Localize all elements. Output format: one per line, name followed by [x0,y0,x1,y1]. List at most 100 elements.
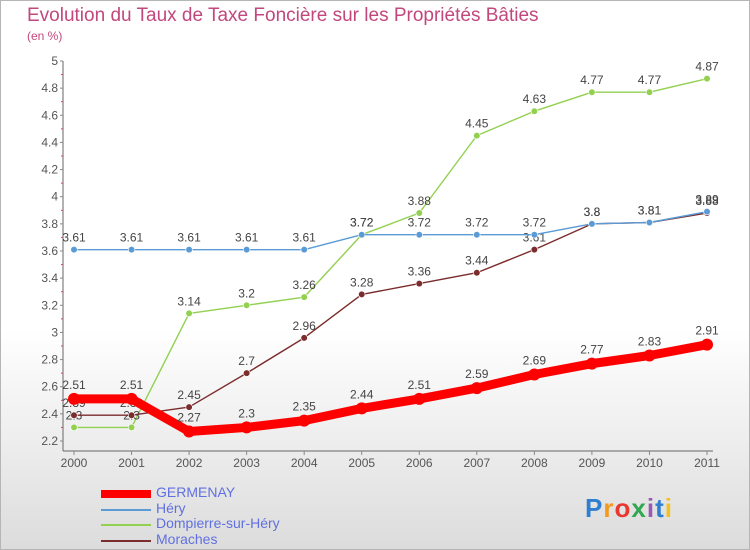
data-point-moraches [415,279,423,288]
data-label-germenay: 2.27 [177,411,201,425]
data-point-h-ry [473,231,481,239]
data-point-dompierre-sur-h-ry [473,132,481,140]
legend-label-moraches: Moraches [156,531,218,547]
x-tick-label: 2010 [636,456,663,470]
data-point-germenay [68,392,80,405]
logo-letter: P [585,493,604,523]
data-label-dompierre-sur-h-ry: 3.14 [177,294,201,308]
data-point-h-ry [415,231,423,239]
proxiti-logo: Proxiti [585,493,673,524]
data-point-moraches [473,269,481,277]
series-line-dompierre-sur-h-ry [74,77,708,429]
legend-swatch-hery [101,509,151,511]
y-tick-label: 3 [51,325,58,339]
logo-letter: i [646,493,656,523]
x-tick-label: 2007 [463,456,490,470]
data-label-h-ry: 3.72 [523,216,547,230]
data-label-h-ry: 3.61 [293,231,317,245]
legend-swatch-moraches [101,540,151,542]
data-label-dompierre-sur-h-ry: 4.77 [580,73,604,87]
x-tick-label: 2004 [291,456,318,470]
data-point-germenay [470,382,483,395]
data-point-germenay [528,368,541,381]
data-label-dompierre-sur-h-ry: 4.87 [695,60,719,74]
data-point-dompierre-sur-h-ry [703,75,711,83]
chart-subtitle: (en %) [27,29,63,43]
x-tick-label: 2008 [521,456,548,470]
x-tick-label: 2003 [233,456,260,470]
x-tick-label: 2009 [579,456,606,470]
data-point-germenay [240,421,253,434]
logo-letter: i [664,493,673,523]
logo-letter: r [603,493,615,523]
series-line-moraches [74,212,708,416]
logo-letter: x [631,493,647,523]
logo-letter: t [655,493,665,523]
data-point-moraches [185,403,193,411]
data-point-h-ry [530,231,538,239]
x-tick-label: 2002 [176,456,203,470]
data-label-moraches: 2.45 [177,388,201,402]
data-label-dompierre-sur-h-ry: 3.72 [350,216,374,230]
data-label-h-ry: 3.61 [120,231,144,245]
legend-swatch-germenay [101,490,151,498]
data-label-h-ry: 3.8 [584,205,601,219]
y-tick-label: 5 [51,54,58,68]
data-label-germenay: 2.35 [293,400,317,414]
data-point-germenay [125,392,138,405]
logo-letter: o [614,493,632,523]
data-label-h-ry: 3.61 [235,231,259,245]
y-tick-label: 4 [51,190,58,204]
y-tick-label: 4.8 [41,81,58,95]
data-label-dompierre-sur-h-ry: 3.88 [408,194,432,208]
y-tick-label: 2.2 [41,434,58,448]
data-label-moraches: 3.88 [695,194,719,208]
data-label-germenay: 2.59 [465,367,489,381]
data-label-germenay: 2.44 [350,387,374,401]
x-tick-label: 2011 [694,456,720,470]
data-label-h-ry: 3.72 [350,216,374,230]
data-point-moraches [127,411,136,419]
data-point-moraches [70,411,78,419]
data-label-germenay: 2.51 [408,378,432,392]
data-point-germenay [298,414,311,427]
data-label-dompierre-sur-h-ry: 4.63 [523,92,547,106]
legend-label-dompierre: Dompierre-sur-Héry [156,515,280,531]
data-label-moraches: 3.44 [465,254,489,268]
data-label-germenay: 2.77 [580,343,604,357]
data-label-h-ry: 3.89 [695,193,719,207]
data-label-h-ry: 3.72 [465,216,489,230]
data-point-dompierre-sur-h-ry [645,88,654,96]
data-point-germenay [585,357,598,370]
data-point-germenay [183,425,196,438]
data-point-germenay [413,392,426,405]
data-point-h-ry [645,218,654,227]
data-point-dompierre-sur-h-ry [127,423,136,432]
data-point-dompierre-sur-h-ry [300,293,308,301]
data-label-germenay: 2.51 [62,378,86,392]
chart-title: Evolution du Taux de Taxe Foncière sur l… [27,5,539,26]
data-point-moraches [243,369,251,377]
y-tick-label: 3.8 [41,217,58,231]
series-line-germenay [74,340,708,436]
x-tick-label: 2006 [406,456,433,470]
y-tick-label: 3.6 [41,244,58,258]
data-label-germenay: 2.69 [523,354,547,368]
data-point-dompierre-sur-h-ry [530,107,538,115]
x-tick-label: 2000 [61,456,88,470]
data-point-dompierre-sur-h-ry [70,423,78,432]
data-point-dompierre-sur-h-ry [588,88,596,96]
data-point-moraches [358,290,366,299]
data-point-h-ry [70,246,78,254]
data-label-dompierre-sur-h-ry: 3.26 [293,278,317,292]
data-label-moraches: 2.96 [293,319,317,333]
data-label-germenay: 2.51 [120,378,144,392]
x-tick-label: 2005 [348,456,375,470]
data-point-h-ry [703,208,711,216]
data-label-germenay: 2.91 [695,324,719,338]
legend-swatch-dompierre [101,524,151,526]
data-label-h-ry: 3.72 [408,216,432,230]
data-point-germenay [643,349,656,362]
data-label-moraches: 3.28 [350,275,374,289]
